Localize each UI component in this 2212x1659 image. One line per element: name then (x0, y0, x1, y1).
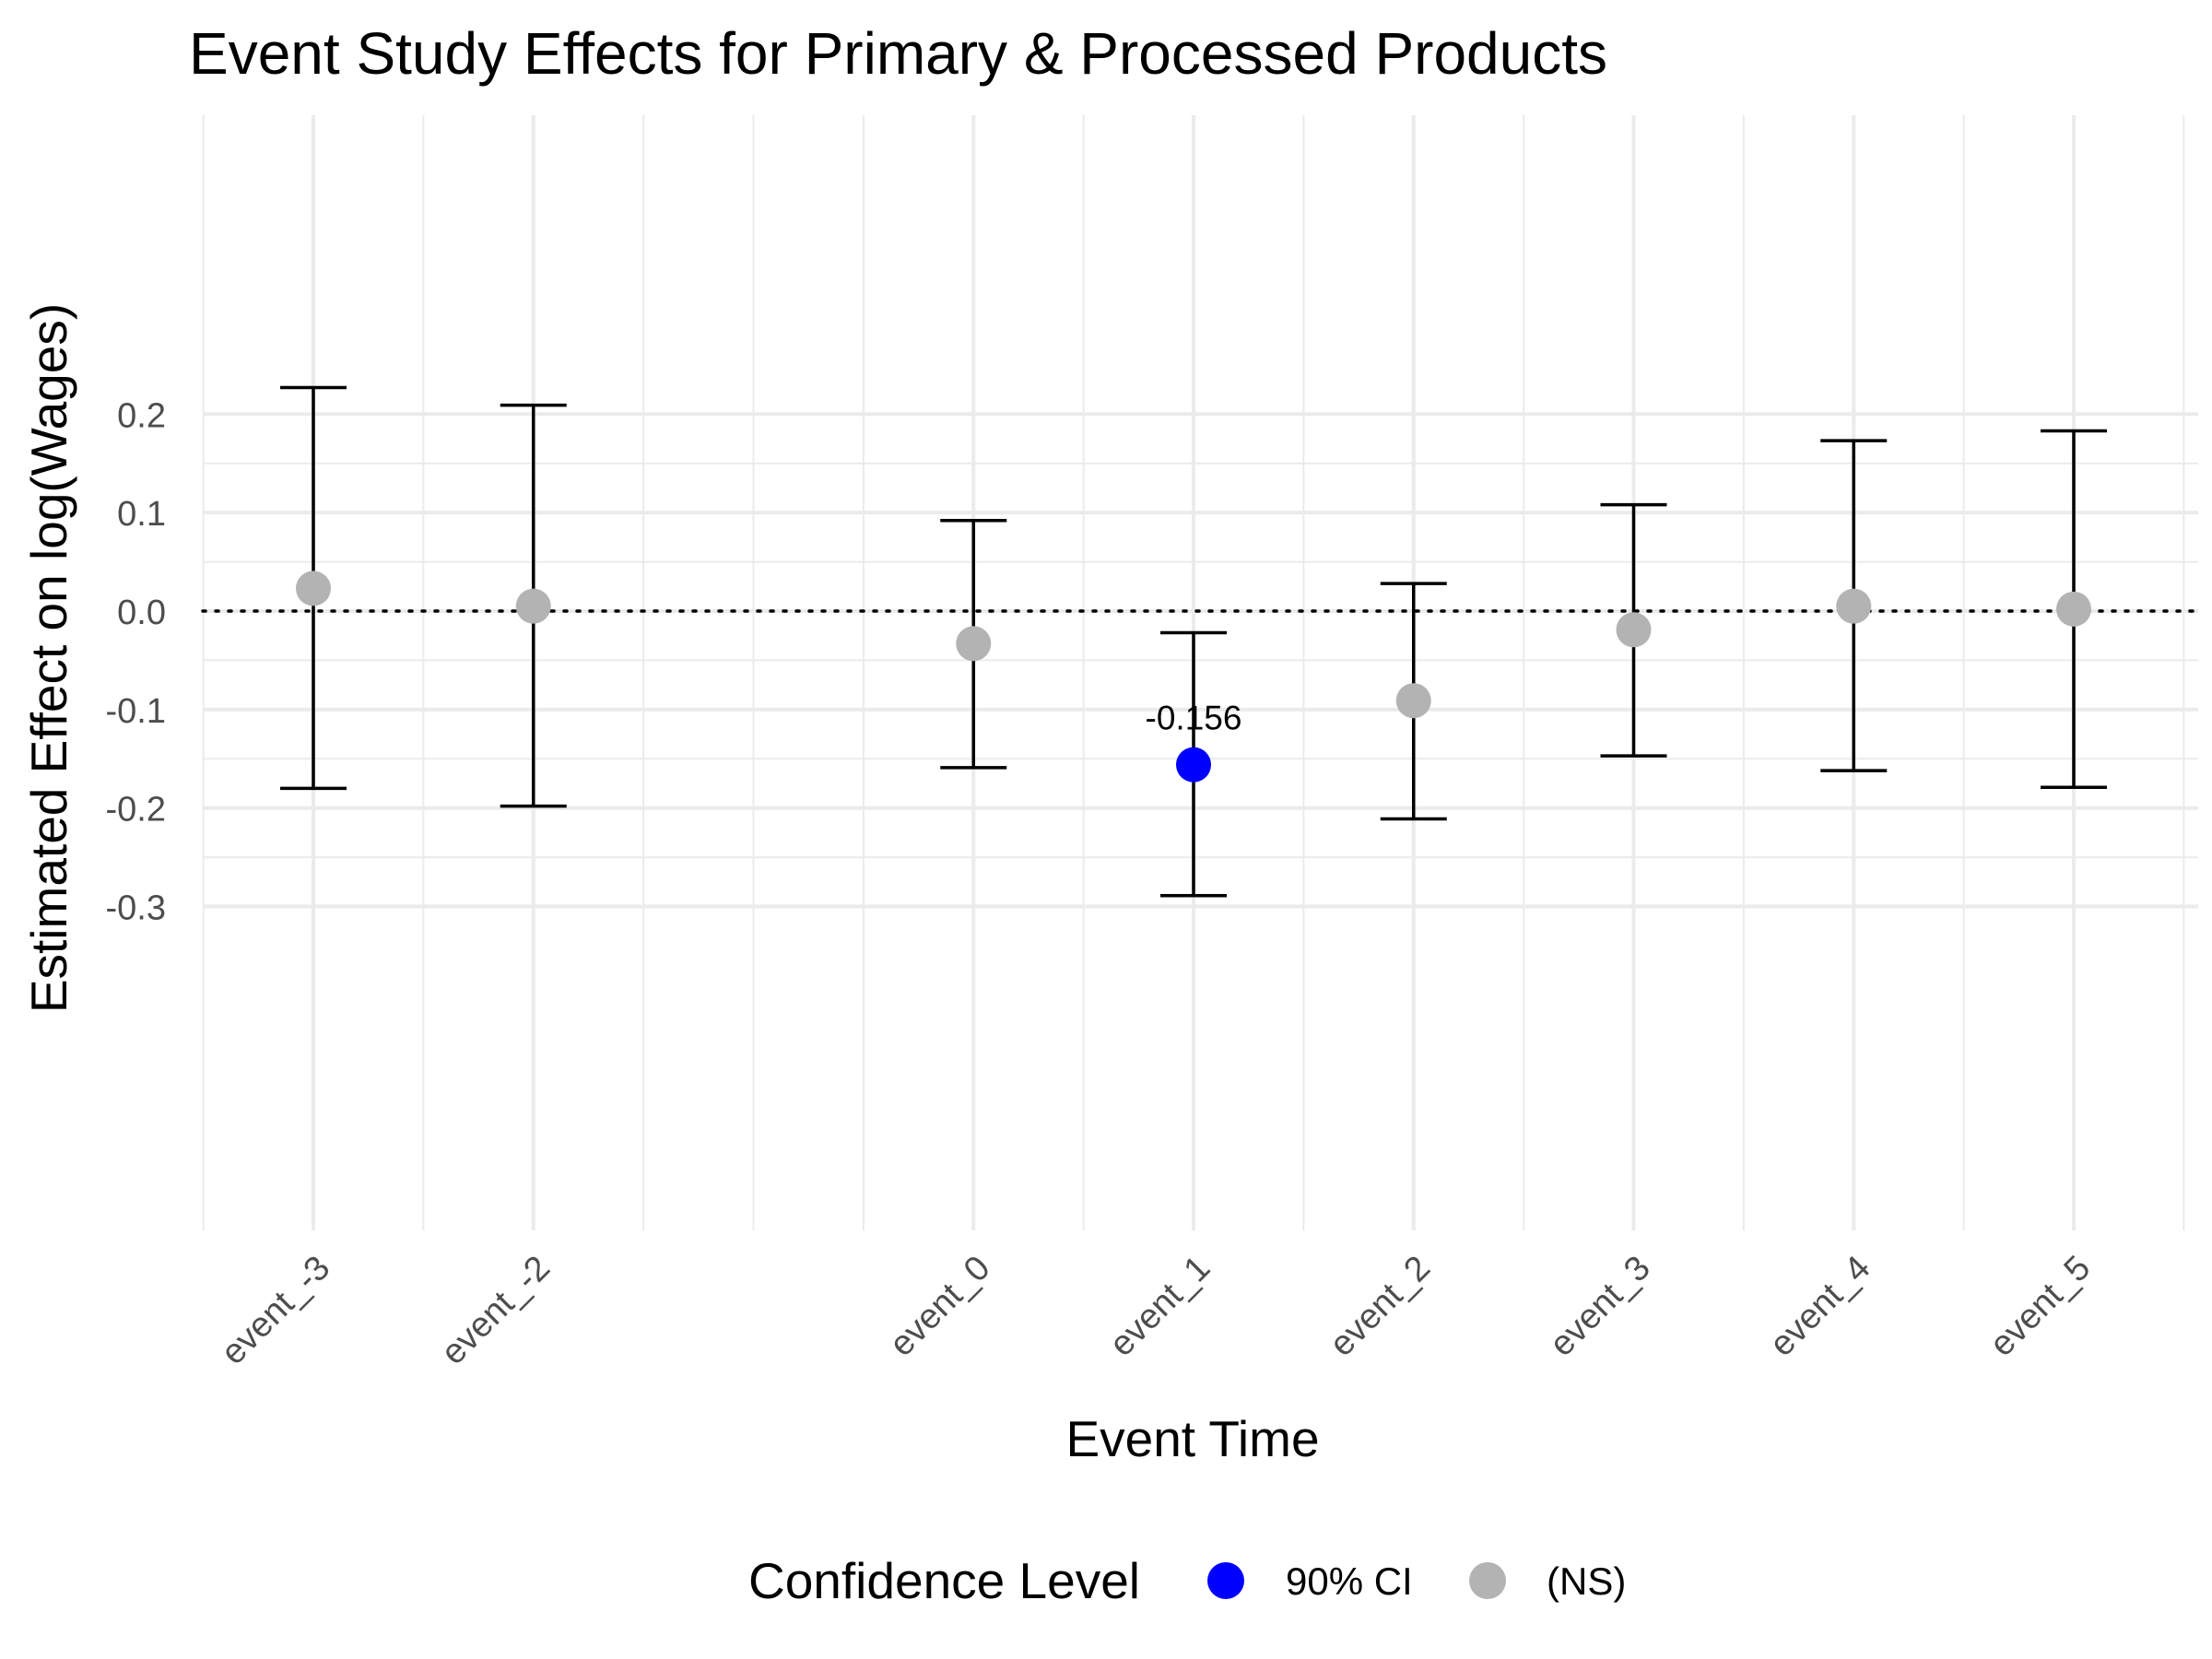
point-event_-2 (515, 588, 551, 624)
point-event_5 (2056, 591, 2091, 627)
y-tick-label: 0.1 (117, 495, 166, 534)
point-event_-3 (296, 571, 331, 606)
y-tick-label: -0.2 (106, 791, 166, 830)
x-axis-title: Event Time (1065, 1410, 1319, 1467)
y-axis-ticks: 0.2 0.1 0.0 -0.1 -0.2 -0.3 (106, 396, 166, 927)
grid-lines (202, 115, 2198, 1230)
x-tick-label: event_-3 (214, 1249, 337, 1372)
point-event_4 (1836, 588, 1872, 624)
legend: Confidence Level 90% CI (NS) (748, 1552, 1626, 1609)
legend-title: Confidence Level (748, 1552, 1140, 1609)
legend-entry: (NS) (1469, 1559, 1626, 1603)
data-label-event_1: -0.156 (1146, 700, 1242, 737)
x-tick-label: event_0 (882, 1249, 997, 1364)
x-tick-label: event_1 (1102, 1249, 1218, 1364)
legend-key (1469, 1562, 1506, 1599)
point-event_3 (1616, 612, 1652, 648)
legend-label: 90% CI (1286, 1559, 1413, 1603)
legend-key (1207, 1562, 1244, 1599)
point-estimates (296, 571, 2091, 782)
x-tick-label: event_-2 (434, 1249, 558, 1372)
x-axis-ticks: event_-3 event_-2 event_0 event_1 event_2 eve… (214, 1249, 2098, 1372)
y-tick-label: 0.2 (117, 396, 166, 435)
y-tick-label: -0.3 (106, 889, 166, 928)
x-tick-label: event_5 (1983, 1249, 2098, 1364)
y-tick-label: -0.1 (106, 692, 166, 731)
x-tick-label: event_4 (1762, 1249, 1877, 1364)
point-event_0 (956, 626, 992, 662)
x-tick-label: event_2 (1323, 1249, 1438, 1364)
legend-label: (NS) (1547, 1559, 1626, 1603)
data-labels: -0.156 (1146, 700, 1242, 737)
y-axis-title: Estimated Effect on log(Wages) (20, 303, 77, 1013)
chart-title: Event Study Effects for Primary & Proces… (189, 20, 1607, 87)
point-event_1 (1176, 747, 1211, 782)
y-tick-label: 0.0 (117, 594, 166, 632)
legend-entry: 90% CI (1207, 1559, 1413, 1603)
x-tick-label: event_3 (1543, 1249, 1658, 1364)
point-event_2 (1395, 683, 1431, 719)
